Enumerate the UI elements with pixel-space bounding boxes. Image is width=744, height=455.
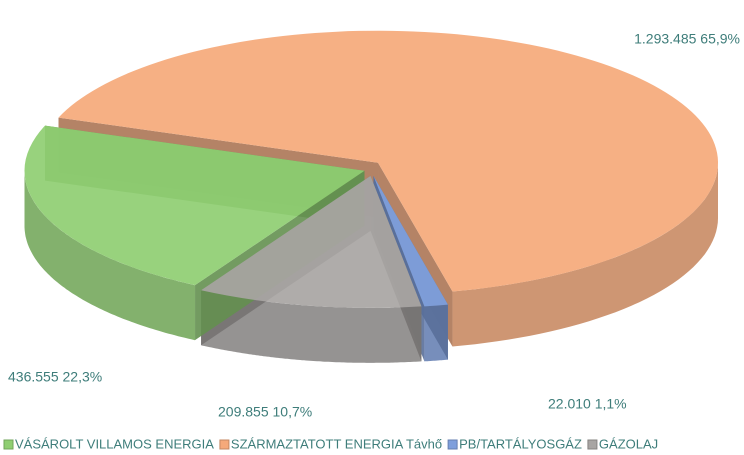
slice xyxy=(373,175,448,307)
slice xyxy=(58,30,719,292)
legend-swatch xyxy=(219,439,230,450)
legend-label: SZÁRMAZTATOTT ENERGIA Távhő xyxy=(231,436,442,451)
slice-side xyxy=(201,290,422,363)
slice-side xyxy=(452,163,718,347)
value-label: 209.855 10,7% xyxy=(218,404,312,420)
legend-label: VÁSÁROLT VILLAMOS ENERGIA xyxy=(15,436,214,451)
value-label: 436.555 22,3% xyxy=(8,369,102,385)
legend-swatch xyxy=(587,439,598,450)
legend-label: GÁZOLAJ xyxy=(599,436,658,451)
slice xyxy=(201,175,422,308)
value-label: 1.293.485 65,9% xyxy=(634,31,740,47)
value-label: 22.010 1,1% xyxy=(548,396,627,412)
slice-side xyxy=(24,170,195,341)
legend-swatch xyxy=(447,439,458,450)
legend-label: PB/TARTÁLYOSGÁZ xyxy=(459,436,582,451)
legend-swatch xyxy=(3,439,14,450)
slice xyxy=(24,125,365,286)
